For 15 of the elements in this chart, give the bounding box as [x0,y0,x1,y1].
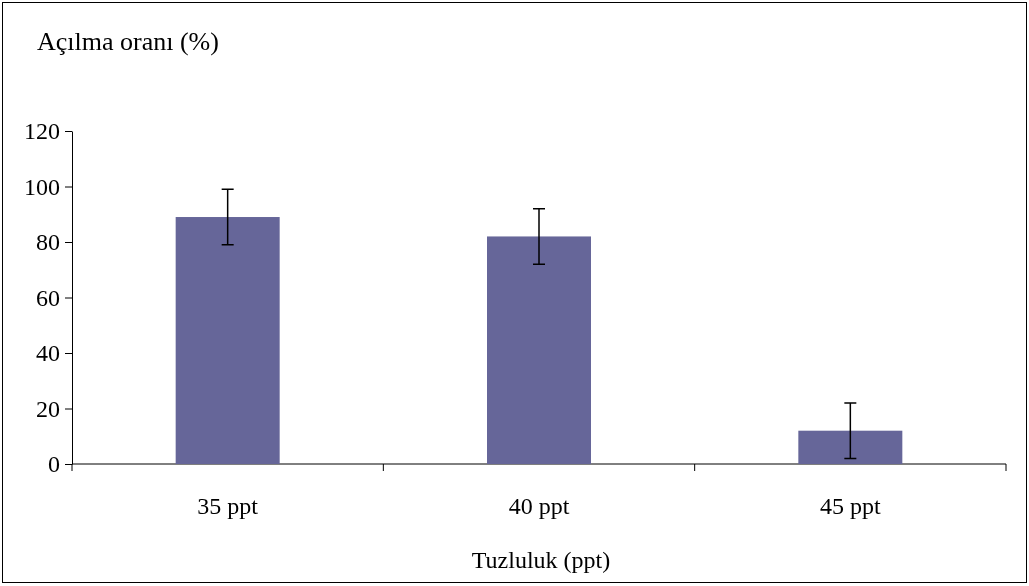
y-tick-label: 60 [36,284,60,311]
y-tick-label: 120 [24,118,60,145]
y-axis-title: Açılma oranı (%) [37,27,219,56]
bar [798,430,903,464]
x-axis-title: Tuzluluk (ppt) [471,547,611,573]
x-tick-label: 45 ppt [820,493,881,519]
y-tick-label: 80 [36,229,60,256]
y-tick-label: 40 [36,340,60,367]
bar [487,236,591,464]
y-tick-label: 0 [48,451,60,478]
y-tick-label: 100 [24,173,60,200]
x-tick-label: 35 ppt [197,493,259,519]
y-tick-label: 20 [36,395,60,422]
bar [175,217,280,464]
x-tick-label: 40 ppt [508,493,570,519]
